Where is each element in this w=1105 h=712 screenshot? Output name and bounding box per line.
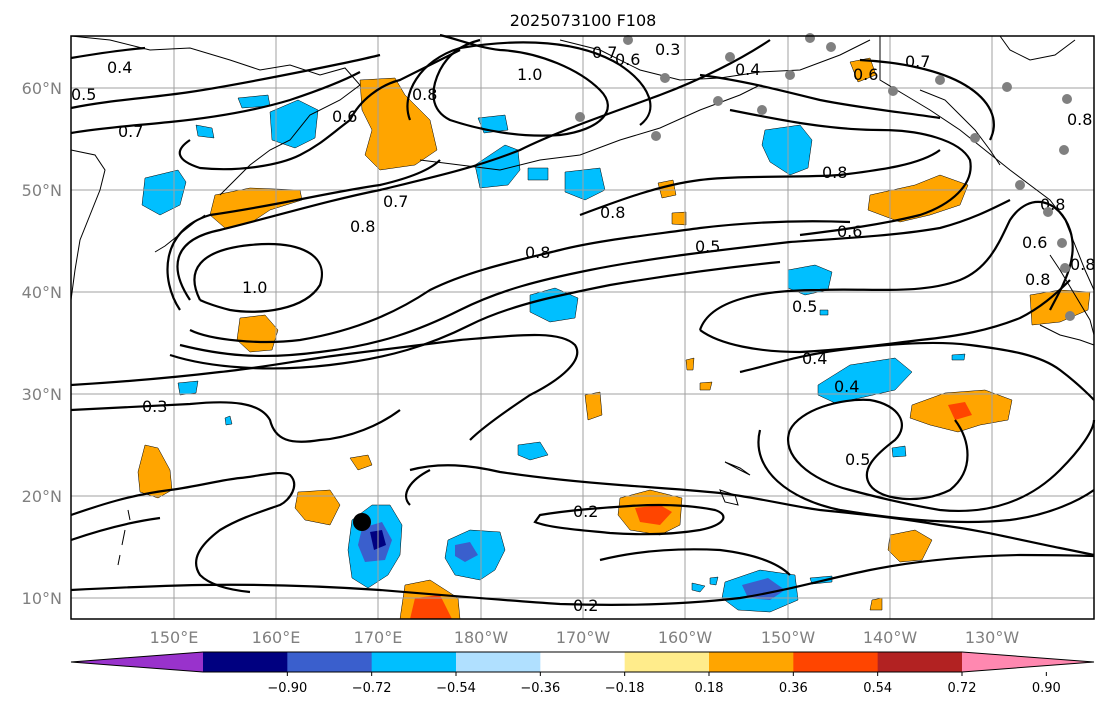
shaded-anomaly-fields (137, 57, 1091, 620)
colorbar-swatch (793, 652, 879, 672)
contour-label: 0.8 (1025, 270, 1050, 289)
longitude-labels: 150°E 160°E 170°E 180°W 170°W 160°W 150°… (150, 628, 1020, 647)
contour-label: 0.8 (350, 217, 375, 236)
lat-label: 30°N (22, 385, 62, 404)
colorbar-swatch (877, 652, 963, 672)
contour-label: 0.6 (837, 222, 862, 241)
lat-label: 60°N (22, 79, 62, 98)
contour-label: 0.8 (1067, 110, 1092, 129)
colorbar-swatch (540, 652, 626, 672)
lat-label: 50°N (22, 181, 62, 200)
contour-label: 0.4 (107, 58, 132, 77)
colorbar-tick-label: −0.54 (436, 681, 476, 696)
colorbar-swatch (709, 652, 794, 672)
contour-label: 0.6 (332, 107, 357, 126)
colorbar-swatch (624, 652, 710, 672)
contour-label: 0.5 (792, 297, 817, 316)
contour-label: 1.0 (517, 65, 542, 84)
storm-position-marker (353, 513, 371, 531)
contour-label: 0.3 (142, 397, 167, 416)
contour-label: 0.8 (822, 163, 847, 182)
lon-label: 180°W (454, 628, 509, 647)
station-dots (575, 33, 1075, 321)
contour-label: 0.4 (735, 60, 760, 79)
colorbar-swatch (371, 652, 457, 672)
colorbar-tick-label: 0.90 (1032, 681, 1061, 696)
contour-label: 0.3 (655, 40, 680, 59)
lon-label: 160°W (658, 628, 713, 647)
contour-lines (70, 33, 1096, 607)
colorbar-tick-label: −0.90 (267, 681, 307, 696)
lon-label: 130°W (965, 628, 1020, 647)
colorbar-swatch (203, 652, 288, 672)
contour-label: 0.4 (834, 377, 859, 396)
colorbar-tick-label: −0.36 (520, 681, 560, 696)
map-title: 2025073100 F108 (510, 11, 657, 30)
colorbar-swatch (456, 652, 541, 672)
colorbar-tick-label: 0.54 (863, 681, 892, 696)
colorbar: −0.90 −0.72 −0.54 −0.36 −0.18 0.18 0.36 0.54 0.7… (70, 651, 1095, 696)
lon-label: 150°E (150, 628, 199, 647)
contour-label: 0.2 (573, 502, 598, 521)
lon-label: 160°E (252, 628, 301, 647)
colorbar-swatch (287, 652, 373, 672)
lat-label: 10°N (22, 589, 62, 608)
contour-label: 0.6 (853, 65, 878, 84)
map-border (70, 35, 1095, 620)
map-panel: 0.4 0.5 0.7 0.6 0.8 1.0 0.7 0.6 0.3 0.4 … (70, 33, 1096, 620)
contour-label: 0.8 (525, 243, 550, 262)
lon-label: 150°W (761, 628, 816, 647)
contour-label: 0.7 (118, 122, 143, 141)
lon-label: 170°E (354, 628, 403, 647)
contour-label: 0.7 (905, 52, 930, 71)
contour-label: 0.6 (615, 50, 640, 69)
colorbar-tick-label: 0.18 (695, 681, 724, 696)
colorbar-tick-label: 0.72 (948, 681, 977, 696)
contour-label: 0.5 (845, 450, 870, 469)
contour-label: 0.5 (695, 237, 720, 256)
contour-labels: 0.4 0.5 0.7 0.6 0.8 1.0 0.7 0.6 0.3 0.4 … (71, 40, 1095, 615)
contour-label: 0.8 (600, 203, 625, 222)
contour-label: 0.2 (573, 596, 598, 615)
lon-label: 140°W (863, 628, 918, 647)
colorbar-tick-label: −0.72 (352, 681, 392, 696)
contour-label: 0.8 (1070, 255, 1095, 274)
contour-label: 0.5 (71, 85, 96, 104)
colorbar-tick-label: −0.18 (605, 681, 645, 696)
contour-label: 0.7 (592, 43, 617, 62)
contour-label: 0.7 (383, 192, 408, 211)
contour-label: 0.6 (1022, 233, 1047, 252)
contour-label: 1.0 (242, 278, 267, 297)
lat-label: 40°N (22, 283, 62, 302)
colorbar-extend-low (71, 652, 203, 672)
colorbar-extend-high (962, 652, 1094, 672)
colorbar-outline (70, 651, 1095, 673)
lat-label: 20°N (22, 487, 62, 506)
latitude-labels: 60°N 50°N 40°N 30°N 20°N 10°N (22, 79, 62, 608)
contour-label: 0.8 (412, 85, 437, 104)
contour-label: 0.4 (802, 349, 827, 368)
colorbar-tick-label: 0.36 (779, 681, 808, 696)
lon-label: 170°W (556, 628, 611, 647)
